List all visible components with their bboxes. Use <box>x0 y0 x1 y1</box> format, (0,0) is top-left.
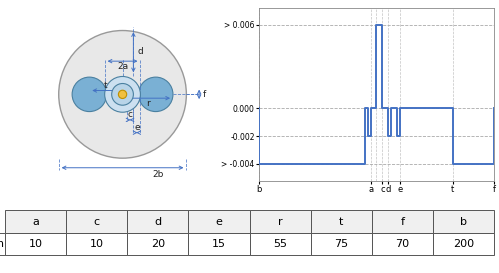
Circle shape <box>72 77 107 112</box>
Circle shape <box>118 90 127 99</box>
Text: 2b: 2b <box>152 170 163 179</box>
Circle shape <box>59 31 186 158</box>
Text: d: d <box>137 47 143 56</box>
Text: t: t <box>104 81 108 90</box>
Circle shape <box>139 77 173 112</box>
Text: c: c <box>127 110 132 119</box>
Text: 2a: 2a <box>117 62 128 71</box>
Text: e: e <box>134 123 140 132</box>
Circle shape <box>112 84 133 105</box>
Circle shape <box>105 76 140 112</box>
Text: f: f <box>203 90 206 99</box>
Text: r: r <box>146 99 150 108</box>
